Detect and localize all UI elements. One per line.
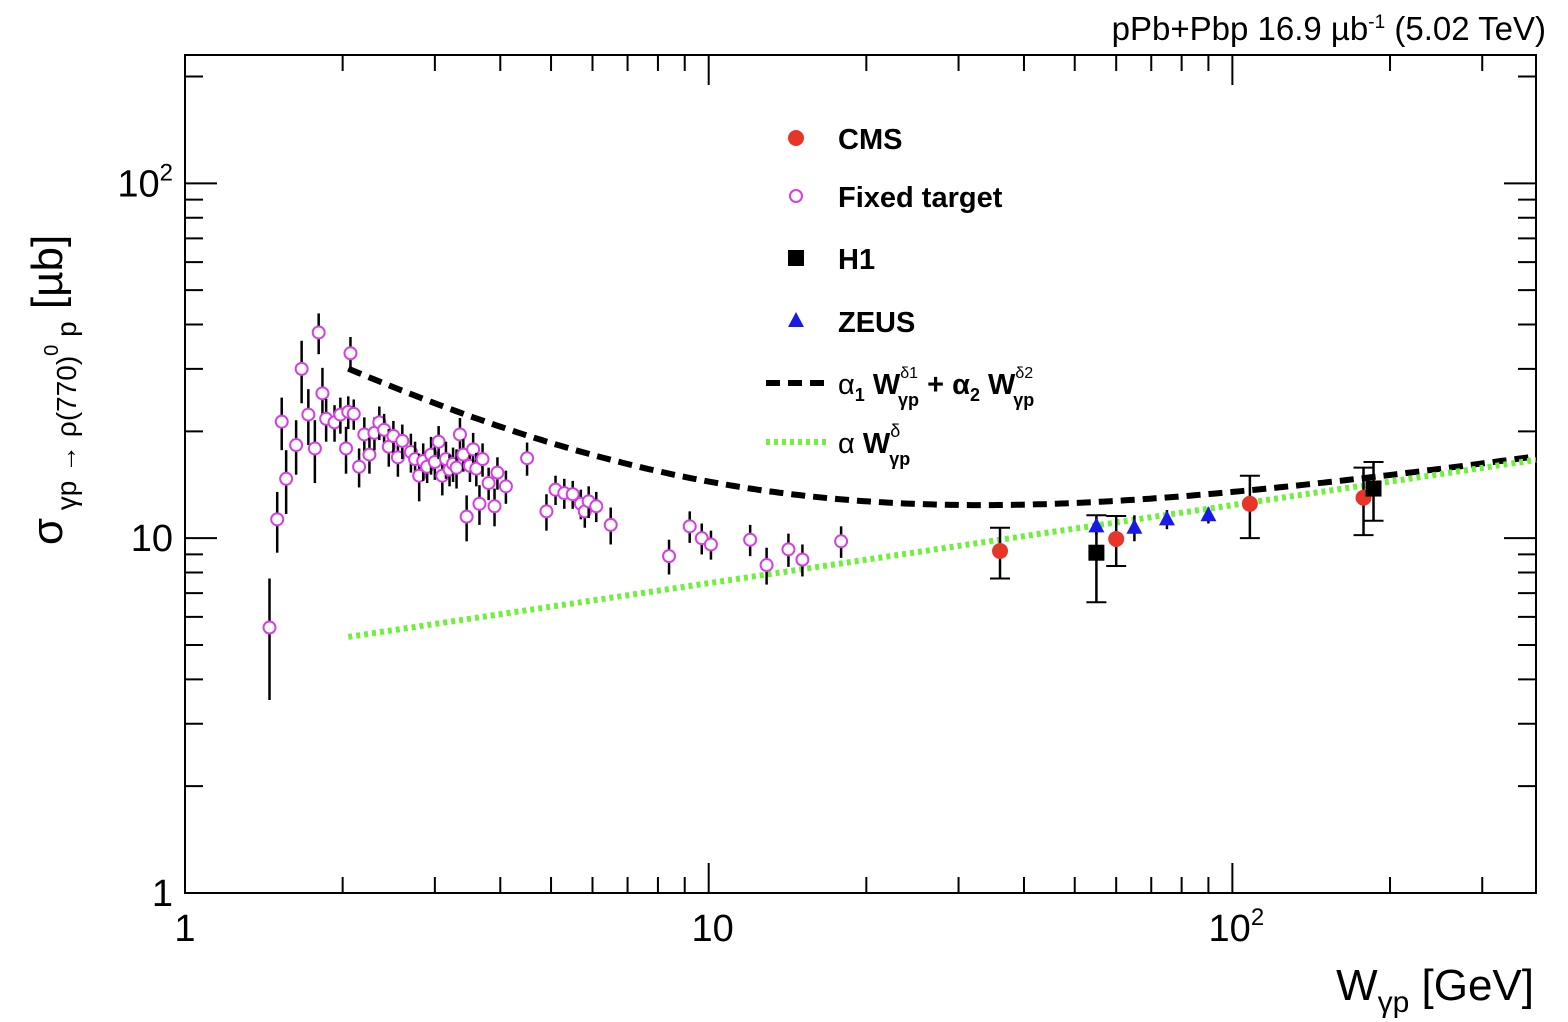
fixed-target-point bbox=[759, 558, 774, 573]
fixed-target-point bbox=[603, 517, 618, 532]
fixed-target-point bbox=[274, 414, 289, 429]
fixed-target-point bbox=[459, 509, 474, 524]
zeus-point bbox=[1126, 518, 1143, 534]
fixed-target-point bbox=[339, 441, 354, 456]
legend-label-h1: H1 bbox=[838, 244, 875, 276]
fixed-target-point bbox=[449, 460, 464, 475]
zeus-point bbox=[1158, 510, 1175, 526]
legend-marker-cms bbox=[788, 130, 804, 146]
fixed-target-point bbox=[472, 496, 487, 511]
x-tick-label: 1 bbox=[174, 908, 195, 950]
legend-marker-h1 bbox=[788, 250, 804, 266]
fixed-target-point bbox=[662, 549, 677, 564]
legend-label-cms: CMS bbox=[838, 124, 902, 156]
fixed-target-point bbox=[565, 487, 580, 502]
fixed-target-point bbox=[301, 407, 316, 422]
fixed-target-point bbox=[362, 447, 377, 462]
x-tick-label: 10 bbox=[692, 908, 734, 950]
fixed-target-point bbox=[377, 422, 392, 437]
cms-point bbox=[1241, 495, 1258, 512]
legend: CMS Fixed target H1 ZEUS α1 Wδ1 γp + α2 Wδ2 γp… bbox=[766, 124, 1034, 469]
fixed-target-point bbox=[694, 531, 709, 546]
fixed-target-point bbox=[781, 542, 796, 557]
fixed-target-point bbox=[481, 476, 496, 491]
fixed-target-point bbox=[539, 504, 554, 519]
fixed-target-point bbox=[834, 534, 849, 549]
legend-label-fit1: α Wδ γp bbox=[838, 421, 910, 469]
fixed-target-point bbox=[395, 433, 410, 448]
fixed-target-point bbox=[294, 361, 309, 376]
fixed-target-point bbox=[431, 434, 446, 449]
fixed-target-point bbox=[682, 519, 697, 534]
h1-point bbox=[1365, 480, 1382, 497]
fixed-target-point bbox=[520, 451, 535, 466]
axes: 1 10 102 1 10 102 Wγp [GeV] σ γp → ρ(770)0 p [µ… bbox=[23, 55, 1536, 1019]
fixed-target-point bbox=[343, 346, 358, 361]
fixed-target-point bbox=[315, 386, 330, 401]
zeus-point bbox=[1088, 517, 1105, 533]
fixed-target-point bbox=[279, 471, 294, 486]
y-axis-label-text: σ γp → ρ(770)0 p [µb] bbox=[23, 235, 82, 545]
fixed-target-point bbox=[311, 325, 326, 340]
legend-label-zeus: ZEUS bbox=[838, 307, 915, 339]
fixed-target-point bbox=[289, 438, 304, 453]
fit-curve-power-law bbox=[347, 456, 1537, 640]
fixed-target-point bbox=[307, 441, 322, 456]
legend-label-fit2: α1 Wδ1 γp + α2 Wδ2 γp bbox=[838, 365, 1034, 410]
fixed-target-point bbox=[795, 552, 810, 567]
legend-label-fixed-target: Fixed target bbox=[838, 182, 1003, 214]
fit-curve-two-component bbox=[347, 365, 1537, 509]
fit-curves bbox=[347, 365, 1537, 640]
h1-point bbox=[1088, 544, 1105, 561]
fixed-target-point bbox=[270, 512, 285, 527]
fixed-target-point bbox=[352, 459, 367, 474]
legend-marker-zeus bbox=[788, 312, 804, 327]
fixed-target-point bbox=[452, 427, 467, 442]
fixed-target-point bbox=[743, 532, 758, 547]
plot-frame bbox=[184, 54, 1537, 894]
y-tick-label: 10 bbox=[131, 518, 173, 560]
fixed-target-point bbox=[490, 465, 505, 480]
y-tick-label: 1 bbox=[152, 873, 173, 915]
fixed-target-point bbox=[390, 450, 405, 465]
cms-point bbox=[992, 543, 1009, 560]
legend-marker-fixed-target bbox=[789, 189, 803, 203]
y-tick-label: 102 bbox=[117, 159, 173, 205]
fixed-target-point bbox=[487, 499, 502, 514]
x-axis-label: Wγp [GeV] bbox=[1336, 961, 1534, 1019]
fixed-target-point bbox=[475, 452, 490, 467]
fixed-target-point bbox=[589, 499, 604, 514]
zeus-point bbox=[1200, 506, 1217, 522]
fixed-target-point bbox=[466, 442, 481, 457]
fixed-target-point bbox=[498, 479, 513, 494]
data-points bbox=[262, 313, 1384, 700]
luminosity-label: pPb+Pbp 16.9 µb-1 (5.02 TeV) bbox=[1111, 10, 1546, 47]
x-tick-label: 102 bbox=[1209, 904, 1265, 950]
y-axis-label: σ γp → ρ(770)0 p [µb] bbox=[23, 235, 82, 545]
fixed-target-point bbox=[346, 406, 361, 421]
fixed-target-point bbox=[262, 620, 277, 635]
cms-point bbox=[1108, 530, 1125, 547]
fixed-target-point bbox=[703, 537, 718, 552]
